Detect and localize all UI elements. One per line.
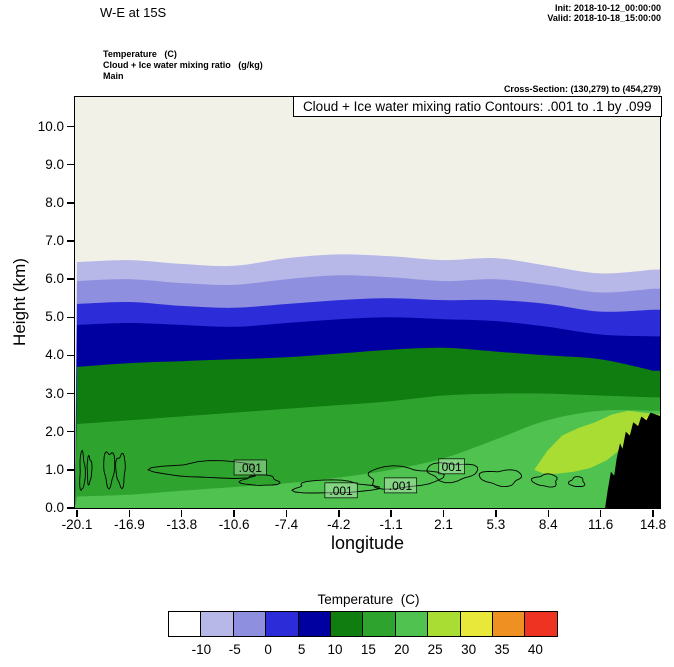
x-tick-label: -4.2 [327,517,351,532]
x-tick-label: 14.8 [639,517,667,532]
x-tick-label: -16.9 [113,517,145,532]
colorbar-tick-label: 30 [461,642,477,657]
cross-section-plot: .001 .001 .001 001 Cloud + Ice water mixing… [74,95,662,509]
field-list: Temperature (C) Cloud + Ice water mixing… [103,49,263,82]
y-tick-mark [67,278,74,280]
x-tick-mark [652,509,654,517]
y-tick-label: 10.0 [37,118,64,134]
colorbar-cell [329,611,364,637]
x-tick-label: -1.1 [379,517,403,532]
y-tick-mark [67,202,74,204]
x-tick-mark [233,509,235,517]
colorbar-tick-label: 10 [327,642,343,657]
y-tick-mark [67,507,74,509]
x-tick-mark [547,509,550,517]
colorbar-tick-label: -5 [228,642,241,657]
colorbar-cell [427,611,461,637]
colorbar-title: Temperature (C) [317,592,420,607]
contour-note-box: Cloud + Ice water mixing ratio Contours:… [292,95,662,117]
y-tick-mark [67,430,74,433]
x-tick-label: -13.8 [166,517,198,532]
y-tick-mark [67,354,74,357]
colorbar-tick-label: 15 [360,642,376,657]
svg-text:.001: .001 [329,484,353,498]
colorbar-tick-label: 0 [264,642,272,657]
x-tick-label: 2.1 [434,517,453,532]
colorbar-cell [168,611,202,637]
colorbar-cell [524,611,558,637]
x-tick-mark [338,509,340,517]
y-tick-label: 2.0 [45,423,64,439]
colorbar-tick-label: 25 [427,642,443,657]
y-tick-label: 6.0 [45,271,64,287]
x-tick-mark [495,509,497,517]
x-tick-label: 5.3 [486,517,506,532]
x-tick-label: 8.4 [538,517,558,532]
y-tick-label: 3.0 [45,385,64,401]
y-tick-label: 5.0 [45,309,64,325]
y-tick-label: 0.0 [45,500,64,515]
colorbar-cell [491,611,526,637]
cross-section-coords: Cross-Section: (130,279) to (454,279) [503,84,661,94]
init-time-label: Init: 2018-10-12_00:00:00 [554,3,661,13]
contour-note-text: Cloud + Ice water mixing ratio Contours:… [302,98,652,114]
x-tick-label: -20.1 [61,517,93,532]
colorbar-tick-label: 20 [394,642,410,657]
contour-plot-canvas: .001 .001 .001 001 [75,97,660,508]
svg-text:.001: .001 [239,461,263,475]
colorbar-tick-label: -10 [191,642,212,657]
y-tick-mark [67,392,74,395]
y-tick-label: 9.0 [45,156,64,172]
colorbar-tick-label: 35 [494,642,510,657]
y-tick-mark [67,125,74,128]
page-title: W-E at 15S [100,5,167,20]
colorbar-cell [362,611,396,637]
y-tick-label: 7.0 [45,233,64,249]
svg-text:001: 001 [442,460,462,474]
colorbar-cell [459,611,493,637]
colorbar-cell [265,611,299,637]
y-tick-label: 4.0 [45,347,64,363]
colorbar-tick-label: 5 [297,642,306,657]
y-axis-title: Height (km) [10,258,29,346]
y-tick-label: 8.0 [45,194,64,210]
valid-time-label: Valid: 2018-10-18_15:00:00 [547,13,661,23]
x-tick-mark [180,509,183,517]
field-line-main: Main [103,71,124,81]
x-tick-label: -10.6 [218,517,250,532]
colorbar-tick-label: 40 [527,642,543,657]
x-tick-mark [128,509,131,517]
y-tick-mark [67,240,74,242]
field-line-temperature: Temperature (C) [103,49,177,59]
x-tick-mark [599,509,602,517]
x-tick-label: -7.4 [274,517,299,532]
colorbar-cell [394,611,429,637]
svg-text:.001: .001 [389,479,413,493]
x-tick-label: 11.6 [587,517,614,532]
y-tick-mark [67,469,74,471]
x-axis-title: longitude [330,533,405,553]
x-tick-mark [76,509,78,517]
x-tick-mark [390,509,392,517]
field-line-cloud-ice: Cloud + Ice water mixing ratio (g/kg) [103,60,263,70]
x-tick-mark [285,509,288,517]
y-tick-label: 1.0 [45,461,64,477]
y-tick-mark [67,163,74,166]
colorbar-cell [200,611,234,637]
colorbar-cell [297,611,331,637]
y-tick-mark [67,316,74,319]
colorbar [168,611,558,637]
colorbar-cell [232,611,267,637]
x-tick-mark [442,509,445,517]
